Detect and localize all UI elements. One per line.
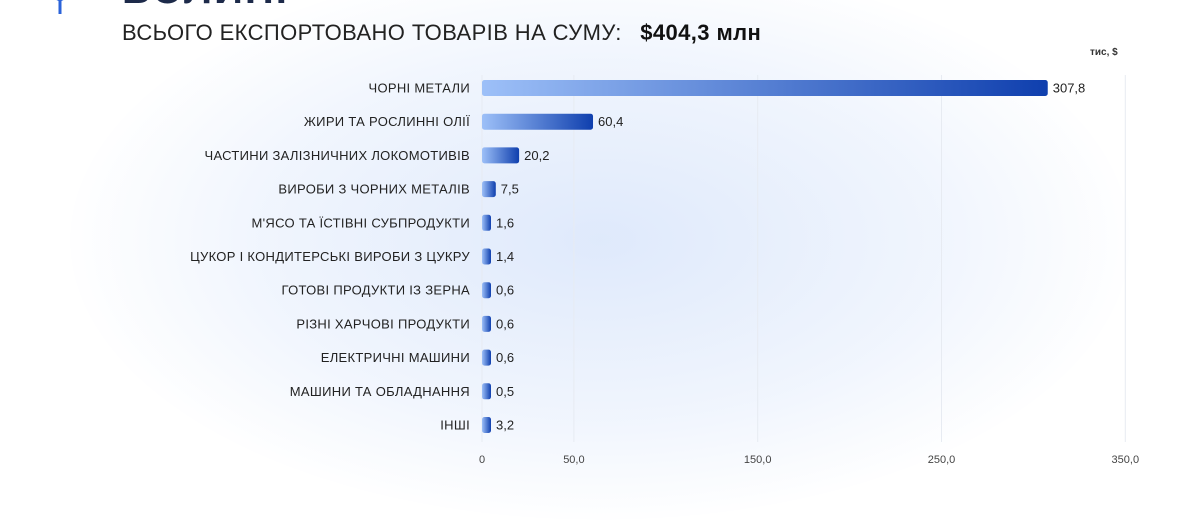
x-tick-label: 0	[479, 454, 485, 466]
category-label: ЧАСТИНИ ЗАЛІЗНИЧНИХ ЛОКОМОТИВІВ	[204, 148, 470, 163]
export-total-value: $404,3 млн	[640, 20, 762, 45]
logo-icon	[56, 0, 64, 14]
value-label: 60,4	[598, 114, 623, 129]
value-label: 0,6	[496, 350, 514, 365]
bar	[482, 147, 520, 164]
page-title: ВОЛИНІ	[122, 0, 289, 10]
value-label: 3,2	[496, 418, 514, 433]
category-label: МАШИНИ ТА ОБЛАДНАННЯ	[290, 384, 470, 399]
bar	[482, 349, 491, 366]
bar	[482, 282, 491, 299]
unit-label: тис, $	[1090, 47, 1118, 58]
bar	[482, 315, 491, 332]
x-tick-label: 150,0	[744, 454, 772, 466]
category-label: ГОТОВІ ПРОДУКТИ ІЗ ЗЕРНА	[281, 283, 470, 298]
category-label: ЖИРИ ТА РОСЛИННІ ОЛІЇ	[304, 114, 470, 129]
bar-chart: 0 50,0 150,0 250,0 350,0 ЧОРНІ МЕТАЛИ 307,8 ЖИР…	[190, 75, 1140, 466]
x-tick-label: 350,0	[1112, 454, 1140, 466]
bar	[482, 417, 491, 433]
x-tick-label: 50,0	[563, 454, 584, 466]
value-label: 0,6	[496, 283, 514, 298]
value-label: 7,5	[501, 182, 519, 197]
value-label: 307,8	[1053, 81, 1086, 96]
category-label: РІЗНІ ХАРЧОВІ ПРОДУКТИ	[296, 316, 470, 331]
bar	[482, 80, 1048, 96]
category-label: ЦУКОР І КОНДИТЕРСЬКІ ВИРОБИ З ЦУКРУ	[190, 249, 470, 264]
headline-text: ВСЬОГО ЕКСПОРТОВАНО ТОВАРІВ НА СУМУ:	[122, 20, 622, 45]
value-label: 1,4	[496, 249, 514, 264]
bar	[482, 383, 491, 400]
category-label: ЧОРНІ МЕТАЛИ	[369, 81, 471, 96]
export-total-headline: ВСЬОГО ЕКСПОРТОВАНО ТОВАРІВ НА СУМУ: $40…	[122, 20, 761, 46]
bar	[482, 113, 594, 130]
value-label: 0,6	[496, 316, 514, 331]
x-tick-label: 250,0	[928, 454, 956, 466]
category-label: ЕЛЕКТРИЧНІ МАШИНИ	[321, 350, 470, 365]
category-label: ВИРОБИ З ЧОРНИХ МЕТАЛІВ	[278, 182, 470, 197]
bar	[482, 214, 491, 231]
category-label: ІНШІ	[440, 418, 470, 433]
category-label: М'ЯСО ТА ЇСТІВНІ СУБПРОДУКТИ	[252, 215, 471, 230]
value-label: 1,6	[496, 215, 514, 230]
value-label: 0,5	[496, 384, 514, 399]
value-label: 20,2	[524, 148, 549, 163]
bar	[482, 248, 491, 265]
bar	[482, 181, 496, 198]
